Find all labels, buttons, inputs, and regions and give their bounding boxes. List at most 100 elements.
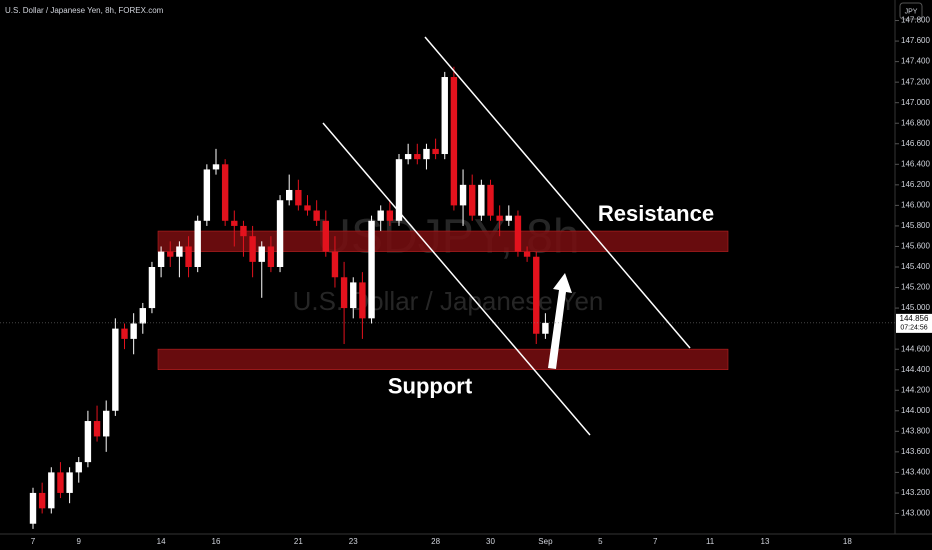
x-tick-label: 14 bbox=[157, 537, 166, 546]
candle-body bbox=[505, 215, 512, 221]
candle-body bbox=[249, 236, 256, 262]
candle-body bbox=[459, 184, 467, 206]
x-tick-label: 5 bbox=[598, 537, 603, 546]
candle-body bbox=[276, 200, 284, 267]
x-tick-label: 30 bbox=[486, 537, 495, 546]
y-tick-label: 143.000 bbox=[901, 509, 930, 518]
candle-body bbox=[340, 277, 348, 309]
y-tick-label: 144.400 bbox=[901, 365, 930, 374]
arrow bbox=[548, 273, 572, 369]
last-price-box bbox=[896, 313, 932, 333]
zone-label: Resistance bbox=[598, 201, 714, 226]
candle-body bbox=[103, 410, 110, 437]
x-tick-label: 16 bbox=[212, 537, 221, 546]
currency-label: JPY bbox=[905, 8, 918, 15]
header: U.S. Dollar / Japanese Yen, 8h, FOREX.co… bbox=[5, 6, 164, 15]
candle-body bbox=[231, 220, 238, 226]
candle-body bbox=[203, 169, 211, 221]
y-tick-label: 144.200 bbox=[901, 385, 930, 394]
candle-body bbox=[450, 77, 458, 206]
y-tick-label: 146.200 bbox=[901, 180, 930, 189]
x-tick-label: 23 bbox=[349, 537, 358, 546]
y-tick-label: 145.800 bbox=[901, 221, 930, 230]
x-tick-label: 7 bbox=[653, 537, 658, 546]
y-tick-label: 147.600 bbox=[901, 36, 930, 45]
candle-body bbox=[139, 308, 146, 324]
y-tick-label: 146.000 bbox=[901, 200, 930, 209]
y-tick-label: 146.800 bbox=[901, 118, 930, 127]
y-tick-label: 143.200 bbox=[901, 488, 930, 497]
candle-body bbox=[432, 148, 439, 155]
candle-body bbox=[496, 215, 503, 221]
y-tick-label: 145.000 bbox=[901, 303, 930, 312]
candle-body bbox=[57, 472, 64, 493]
channel-line bbox=[322, 122, 591, 436]
candle-body bbox=[240, 225, 247, 237]
currency-button[interactable] bbox=[899, 2, 923, 20]
countdown: 07:24:56 bbox=[900, 325, 927, 332]
x-tick-label: 18 bbox=[843, 537, 852, 546]
candle-body bbox=[533, 256, 540, 334]
zone bbox=[157, 230, 729, 252]
candle-body bbox=[487, 184, 494, 216]
candle-body bbox=[395, 159, 403, 221]
candle-body bbox=[38, 492, 46, 509]
y-tick-label: 143.800 bbox=[901, 426, 930, 435]
candle-body bbox=[112, 328, 119, 411]
last-price-label: 144.856 bbox=[900, 314, 929, 323]
x-tick-label: Sep bbox=[538, 537, 553, 546]
y-tick-label: 147.000 bbox=[901, 98, 930, 107]
candle-body bbox=[441, 77, 448, 155]
candle-body bbox=[75, 462, 82, 473]
x-tick-label: 7 bbox=[31, 537, 36, 546]
y-tick-label: 143.400 bbox=[901, 467, 930, 476]
y-tick-label: 147.200 bbox=[901, 77, 930, 86]
zone bbox=[157, 348, 729, 370]
x-tick-label: 28 bbox=[431, 537, 440, 546]
y-tick-label: 145.400 bbox=[901, 262, 930, 271]
candle-body bbox=[423, 148, 430, 160]
candle-body bbox=[350, 282, 357, 309]
y-tick-label: 147.400 bbox=[901, 57, 930, 66]
candle-body bbox=[386, 210, 394, 221]
y-tick-label: 146.600 bbox=[901, 139, 930, 148]
x-tick-label: 13 bbox=[761, 537, 770, 546]
candle-body bbox=[48, 472, 55, 509]
x-tick-label: 9 bbox=[77, 537, 82, 546]
candle-body bbox=[295, 189, 302, 206]
candle-body bbox=[377, 210, 384, 221]
candle-body bbox=[84, 421, 92, 463]
x-tick-label: 21 bbox=[294, 537, 303, 546]
candle-body bbox=[523, 251, 531, 257]
y-tick-label: 144.600 bbox=[901, 344, 930, 353]
channel-line bbox=[424, 36, 691, 349]
candle-body bbox=[267, 246, 275, 267]
candle-body bbox=[514, 215, 522, 252]
candle-body bbox=[313, 210, 320, 221]
candle-body bbox=[331, 251, 339, 278]
candle-body bbox=[185, 246, 192, 267]
candle-body bbox=[176, 246, 183, 257]
candle-body bbox=[368, 220, 375, 319]
candle-body bbox=[121, 328, 128, 339]
candle-body bbox=[322, 220, 329, 252]
y-tick-label: 145.600 bbox=[901, 242, 930, 251]
candle-body bbox=[130, 323, 137, 339]
candle-body bbox=[66, 472, 73, 493]
candle-body bbox=[148, 267, 156, 309]
candle-body bbox=[404, 154, 412, 160]
candle-body bbox=[212, 164, 220, 170]
candle-body bbox=[167, 251, 174, 257]
candle-body bbox=[93, 421, 101, 437]
y-tick-label: 143.600 bbox=[901, 447, 930, 456]
candle-body bbox=[469, 184, 476, 216]
candle-body bbox=[542, 322, 549, 334]
y-tick-label: 145.200 bbox=[901, 283, 930, 292]
candle-body bbox=[478, 184, 485, 216]
candle-body bbox=[258, 246, 265, 262]
x-tick-label: 11 bbox=[706, 537, 715, 546]
y-tick-label: 147.800 bbox=[901, 16, 930, 25]
